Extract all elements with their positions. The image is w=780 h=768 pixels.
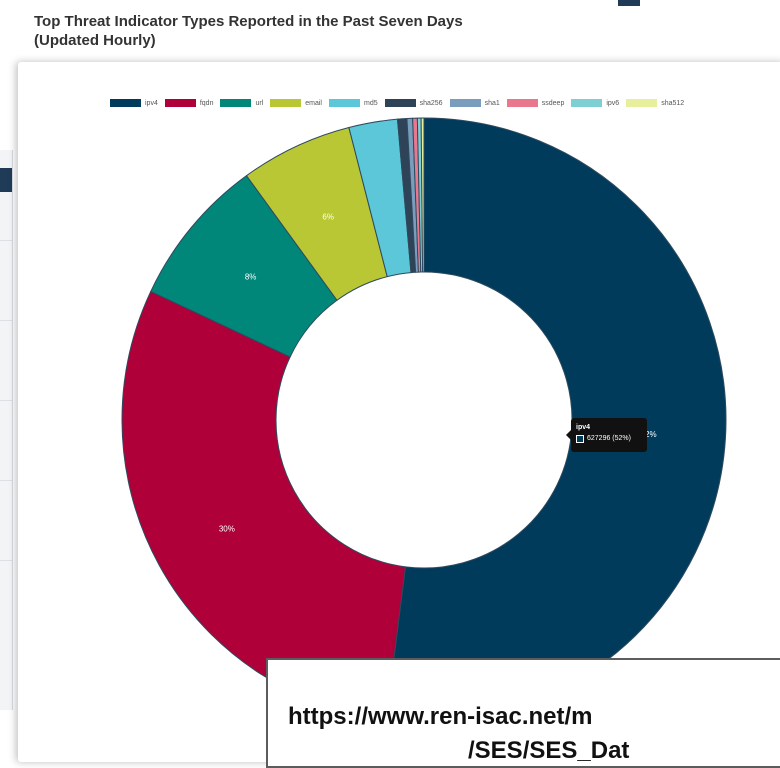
source-url-line1: https://www.ren-isac.net/m [288, 703, 593, 730]
legend-item-fqdn[interactable]: fqdn [164, 99, 214, 107]
tooltip-body: 627296 (52%) [576, 433, 642, 444]
sidebar-divider [0, 400, 12, 401]
legend-item-url[interactable]: url [220, 99, 263, 107]
sidebar-divider [0, 240, 12, 241]
legend-swatch-md5 [328, 99, 360, 107]
legend-label-email: email [305, 99, 322, 107]
legend-swatch-email [270, 99, 302, 107]
legend-swatch-sha1 [449, 99, 481, 107]
legend-swatch-sha512 [626, 99, 658, 107]
legend-item-ipv4[interactable]: ipv4 [110, 99, 158, 107]
legend-swatch-url [220, 99, 252, 107]
tooltip-swatch [576, 434, 584, 443]
legend-label-ssdeep: ssdeep [541, 99, 565, 107]
chart-legend: ipv4 fqdn url email md5 sha256 sha1 ssdeep ipv6 s… [110, 97, 684, 109]
data-label-fqdn: 30% [219, 524, 235, 533]
donut-slice-fqdn[interactable] [121, 290, 407, 721]
legend-label-sha1: sha1 [484, 99, 500, 107]
donut-slice-sha512[interactable] [420, 117, 425, 273]
chart-tooltip: ipv4 627296 (52%) [566, 418, 647, 452]
legend-label-sha512: sha512 [661, 99, 685, 107]
legend-item-ssdeep[interactable]: ssdeep [506, 99, 565, 107]
sidebar-divider [0, 480, 12, 481]
legend-swatch-ipv4 [110, 99, 141, 107]
tooltip-value: 627296 (52%) [587, 435, 631, 442]
background-sidebar-strip [0, 150, 13, 710]
legend-item-sha1[interactable]: sha1 [449, 99, 500, 107]
legend-label-sha256: sha256 [419, 99, 443, 107]
legend-label-ipv6: ipv6 [606, 99, 620, 107]
legend-item-sha512[interactable]: sha512 [626, 99, 684, 107]
donut-slice-ipv4[interactable] [385, 117, 727, 723]
source-url-box: https://www.ren-isac.net/m /SES/SES_Dat [266, 658, 780, 768]
legend-label-url: url [255, 99, 264, 107]
chart-title-line1: Top Threat Indicator Types Reported in t… [34, 13, 463, 30]
sidebar-divider [0, 560, 12, 561]
legend-swatch-sha256 [384, 99, 416, 107]
legend-label-ipv4: ipv4 [145, 99, 158, 107]
legend-item-email[interactable]: email [270, 99, 322, 107]
source-url-line2: /SES/SES_Dat [468, 737, 630, 764]
header-tab-fragment [618, 0, 640, 6]
legend-swatch-fqdn [164, 99, 196, 107]
legend-label-md5: md5 [363, 99, 378, 107]
tooltip-caret [566, 430, 571, 440]
chart-title: Top Threat Indicator Types Reported in t… [34, 12, 463, 50]
legend-swatch-ipv6 [571, 99, 603, 107]
legend-swatch-ssdeep [506, 99, 538, 107]
data-label-url: 8% [245, 273, 257, 282]
chart-title-line2: (Updated Hourly) [34, 32, 156, 49]
tooltip-title: ipv4 [576, 424, 591, 431]
sidebar-active-bar [0, 168, 12, 192]
legend-item-ipv6[interactable]: ipv6 [571, 99, 619, 107]
legend-item-sha256[interactable]: sha256 [384, 99, 443, 107]
donut-chart: 52% 30% 8% 6% [121, 117, 727, 723]
data-label-email: 6% [322, 212, 334, 221]
legend-item-md5[interactable]: md5 [328, 99, 378, 107]
data-label-ipv4: 52% [641, 430, 657, 439]
legend-label-fqdn: fqdn [199, 99, 214, 107]
sidebar-divider [0, 320, 12, 321]
